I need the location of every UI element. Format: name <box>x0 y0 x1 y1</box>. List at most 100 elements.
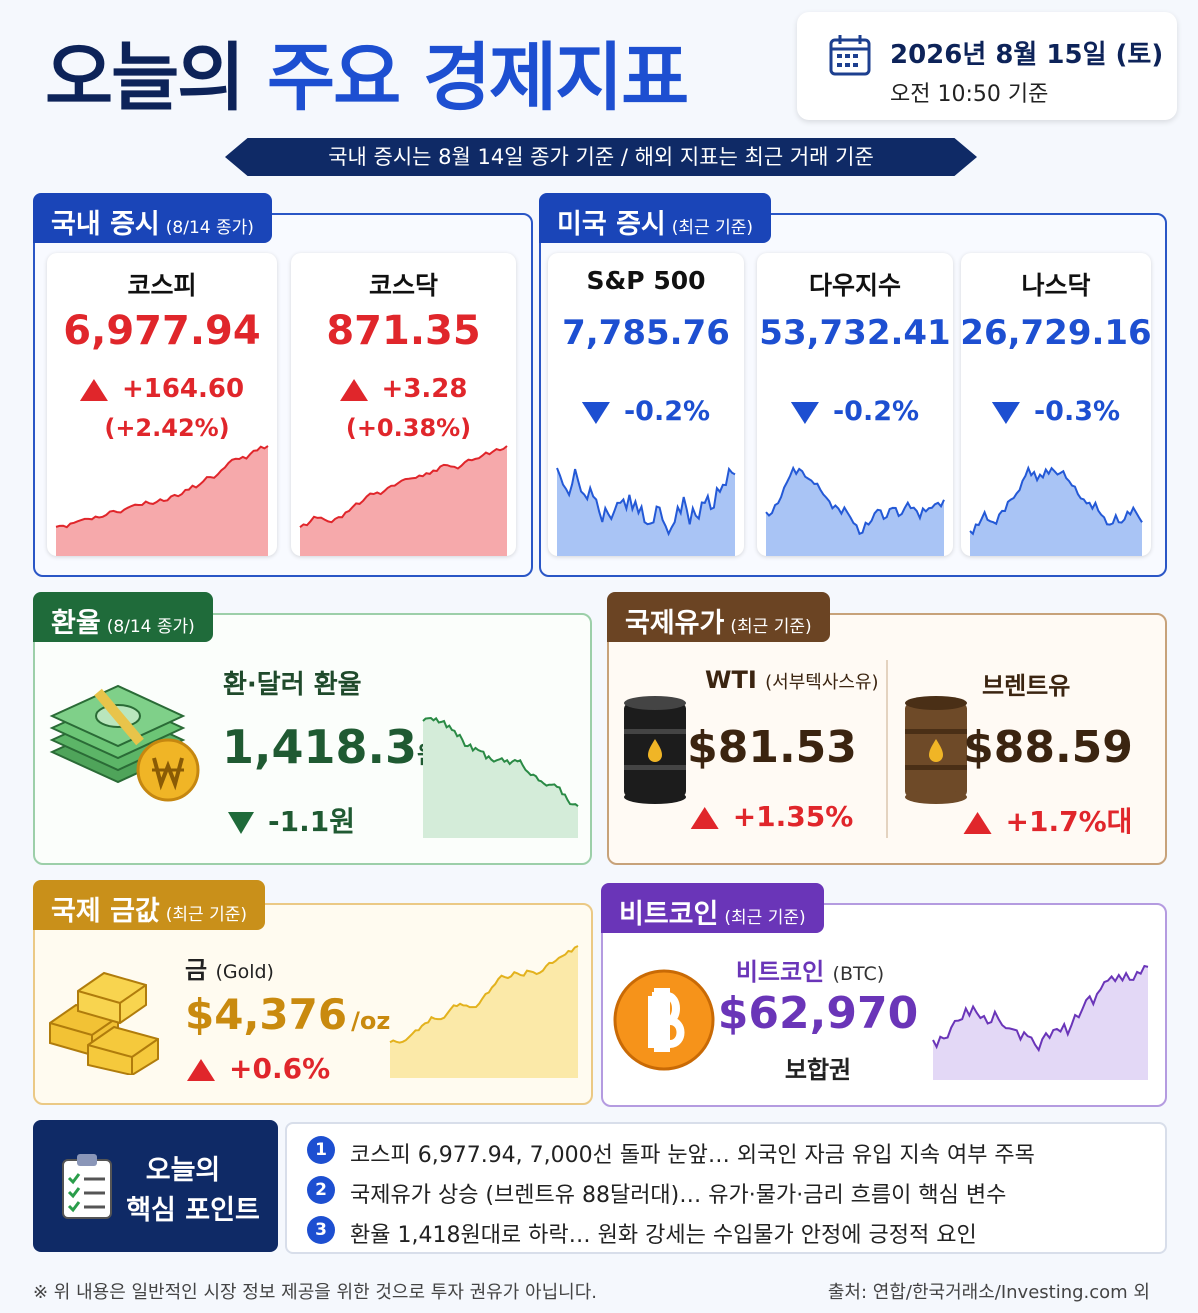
gold-value: $4,376/oz <box>185 990 390 1039</box>
gold-tab: 국제 금값 (최근 기준) <box>33 880 265 930</box>
shape <box>152 757 184 791</box>
bitcoin-icon <box>613 969 715 1071</box>
shape <box>67 1187 81 1199</box>
sparkline <box>969 465 1143 556</box>
shape <box>766 468 944 556</box>
shape <box>94 688 144 746</box>
down-arrow <box>790 401 819 424</box>
oil-name: 브렌트유 <box>982 666 1070 701</box>
shape <box>845 63 850 67</box>
text: +1.7%대 <box>1005 805 1133 838</box>
shape <box>853 63 858 67</box>
index-value: 26,729.16 <box>960 313 1152 353</box>
sparkline <box>389 945 579 1078</box>
text: 국제 금값 <box>51 896 160 927</box>
sparkline <box>765 465 945 556</box>
shape <box>557 468 735 556</box>
index-pct: (+2.42%) <box>104 414 230 442</box>
time: 오전 10:50 기준 <box>890 82 1049 107</box>
shape <box>929 739 943 762</box>
text: +3.28 <box>381 374 468 404</box>
sparkline <box>55 445 269 556</box>
point-text: 환율 1,418원대로 하락… 원화 강세는 수입물가 안정에 긍정적 요인 <box>350 1223 977 1248</box>
index-value: 871.35 <box>326 308 481 354</box>
shape <box>829 38 871 76</box>
shape <box>905 790 967 804</box>
btc-status: 보합권 <box>784 1056 852 1084</box>
shape <box>963 812 992 834</box>
fx-change: -1.1원 <box>228 800 355 840</box>
up-arrow <box>187 1059 215 1081</box>
shape <box>905 765 967 770</box>
index-name: 코스닥 <box>368 271 439 300</box>
text: 국제유가 <box>625 608 725 639</box>
us-tab: 미국 증시 (최근 기준) <box>539 193 771 243</box>
barrel-icon <box>905 696 967 804</box>
shape <box>853 54 858 58</box>
oil-value: $88.59 <box>963 722 1133 773</box>
index-change: +3.28 <box>339 374 468 404</box>
title-part: 오늘의 <box>45 35 245 121</box>
shape <box>905 729 967 734</box>
down-arrow <box>228 812 254 834</box>
oil-change: +1.7%대 <box>963 800 1133 840</box>
text: (8/14 종가) <box>106 617 195 637</box>
text: (최근 기준) <box>671 218 753 238</box>
index-name: 코스피 <box>127 271 197 300</box>
text: 환율 <box>51 608 101 639</box>
sparkline <box>932 964 1149 1080</box>
shape <box>423 718 578 838</box>
domestic-tab: 국내 증시 (8/14 종가) <box>33 193 272 243</box>
point-text: 국제유가 상승 (브렌트유 88달러대)… 유가·물가·금리 흐름이 핵심 변수 <box>350 1183 1007 1208</box>
fx-value: 1,418.3원 <box>222 720 439 774</box>
index-pct: (+0.38%) <box>345 414 472 442</box>
date-box: 2026년 8월 15일 (토) 오전 10:50 기준 <box>797 12 1177 120</box>
fx-tab: 환율 (8/14 종가) <box>33 592 213 642</box>
shape <box>390 946 578 1078</box>
shape <box>765 465 945 536</box>
banner: 국내 증시는 8월 14일 종가 기준 / 해외 지표는 최근 거래 기준 <box>225 138 977 176</box>
clipboard-icon <box>62 1154 112 1219</box>
shape <box>55 445 269 529</box>
shape <box>845 54 850 58</box>
title-part: 주요 경제지표 <box>267 35 689 121</box>
text: -0.2% <box>623 396 711 427</box>
text: /oz <box>351 1007 391 1035</box>
text: -0.3% <box>1033 396 1121 427</box>
index-value: 7,785.76 <box>562 313 730 353</box>
money-icon <box>49 684 200 802</box>
sparkline <box>299 445 508 556</box>
shape <box>837 63 842 67</box>
gold-name: 금 (Gold) <box>185 950 274 985</box>
points-box <box>285 1122 1167 1254</box>
points-title-box: 오늘의 핵심 포인트 <box>33 1120 278 1252</box>
shape <box>299 445 508 528</box>
btc-value: $62,970 <box>717 988 919 1039</box>
barrel-icon <box>624 696 686 804</box>
shape <box>87 1025 159 1075</box>
btc-tab: 비트코인 (최근 기준) <box>601 883 824 933</box>
points-title: 오늘의 <box>145 1155 221 1186</box>
oil-change: +1.35% <box>690 800 853 833</box>
shape <box>556 466 736 537</box>
shape <box>790 401 819 424</box>
shape <box>991 401 1020 424</box>
text: 1,418.3 <box>222 720 417 774</box>
oil-name: WTI (서부텍사스유) <box>705 666 879 694</box>
text: 국내 증시 <box>51 209 160 240</box>
shape <box>970 468 1142 556</box>
shape <box>228 812 254 834</box>
index-name: S&P 500 <box>586 266 706 295</box>
points-title: 핵심 포인트 <box>126 1195 260 1226</box>
point-number: 2 <box>307 1176 335 1204</box>
text: (BTC) <box>832 963 885 985</box>
down-arrow <box>581 401 610 424</box>
shape <box>389 945 579 1044</box>
sparkline <box>422 716 579 838</box>
oil-value: $81.53 <box>687 722 857 773</box>
shape <box>624 696 686 710</box>
text: $4,376 <box>185 990 348 1039</box>
shape <box>969 465 1143 536</box>
shape <box>77 971 147 1025</box>
